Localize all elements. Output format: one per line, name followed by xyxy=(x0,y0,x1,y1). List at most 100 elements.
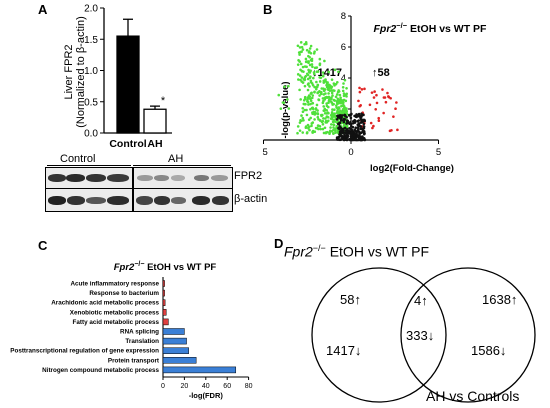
b-point-down xyxy=(332,123,336,127)
b-point-down xyxy=(341,99,345,103)
b-point-down xyxy=(310,63,314,66)
b-point-down xyxy=(319,76,323,80)
b-point-up xyxy=(392,115,395,118)
b-point-down xyxy=(327,70,331,74)
b-point-down xyxy=(311,65,314,69)
b-point-down xyxy=(303,78,306,82)
b-y-axis-label: -log(p-value) xyxy=(280,82,291,139)
b-point-down xyxy=(333,68,337,72)
b-point-down xyxy=(319,127,322,131)
b-point-down xyxy=(318,57,322,61)
b-point-down xyxy=(342,82,345,85)
b-point-ns xyxy=(348,131,352,135)
b-point-up xyxy=(396,128,399,132)
b-point-down xyxy=(333,89,336,92)
b-point-down xyxy=(298,53,301,56)
blot-actin-label: β-actin xyxy=(234,193,268,205)
b-point-down xyxy=(307,51,311,54)
b-point-up xyxy=(358,86,361,90)
b-point-down xyxy=(315,48,319,51)
b-point-ns xyxy=(361,129,365,133)
venn-right-down: 1586↓ xyxy=(471,343,507,358)
b-point-down xyxy=(328,83,331,87)
blot-fpr2-label: FPR2 xyxy=(234,170,263,182)
b-point-down xyxy=(331,132,335,135)
b-point-down xyxy=(309,92,313,95)
c-bar xyxy=(162,347,189,354)
b-point-down xyxy=(302,102,306,106)
b-point-ns xyxy=(362,137,366,140)
b-point-down xyxy=(300,114,303,117)
venn-left-down: 1417↓ xyxy=(326,343,362,358)
b-point-down xyxy=(336,97,340,101)
b-point-down xyxy=(304,57,308,61)
b-point-down xyxy=(322,79,326,83)
b-point-down xyxy=(318,94,321,97)
b-point-down xyxy=(329,86,333,90)
b-point-down xyxy=(332,120,336,123)
b-point-down xyxy=(310,57,314,61)
b-point-down xyxy=(339,100,342,104)
b-point-ns xyxy=(339,119,343,122)
b-point-down xyxy=(342,103,345,107)
panel-label-a: A xyxy=(38,2,48,17)
b-point-down xyxy=(301,48,305,51)
b-point-down xyxy=(324,131,328,135)
b-point-down xyxy=(334,95,338,99)
b-point-down xyxy=(309,116,313,120)
a-y-tick-label: 0.5 xyxy=(84,97,98,108)
b-point-down xyxy=(345,86,348,90)
b-point-down xyxy=(307,54,310,58)
c-category-label: Response to bacterium xyxy=(89,290,159,297)
b-point-down xyxy=(340,104,343,108)
b-point-down xyxy=(296,131,299,135)
b-point-down xyxy=(323,59,326,63)
b-point-ns xyxy=(362,122,366,126)
b-point-down xyxy=(341,101,345,105)
b-point-down xyxy=(298,121,302,124)
b-point-down xyxy=(314,126,318,130)
b-point-down xyxy=(304,41,308,44)
b-point-down xyxy=(287,107,291,110)
b-point-down xyxy=(277,93,281,97)
b-point-ns xyxy=(346,132,349,136)
a-x-tick-label: AH xyxy=(147,138,162,150)
b-point-ns xyxy=(354,130,358,133)
b-point-ns xyxy=(339,114,343,118)
b-point-down xyxy=(300,76,304,79)
b-point-down xyxy=(329,117,333,120)
b-up-count-label: ↑58 xyxy=(372,67,390,79)
c-category-label: RNA splicing xyxy=(120,329,159,336)
b-point-down xyxy=(299,119,302,122)
blot-control-label: Control xyxy=(60,153,96,165)
b-point-down xyxy=(299,41,303,44)
b-point-ns xyxy=(362,125,366,128)
b-point-down xyxy=(325,102,328,105)
b-point-down xyxy=(316,109,319,112)
b-point-ns xyxy=(351,125,355,129)
venn-title-sup: −/− xyxy=(312,243,326,253)
b-point-down xyxy=(318,63,322,67)
b-point-ns xyxy=(336,122,340,126)
b-point-down xyxy=(326,119,330,123)
b-point-down xyxy=(313,113,316,116)
actin-blot-strip xyxy=(45,188,233,212)
b-point-down xyxy=(308,47,312,50)
b-point-ns xyxy=(343,113,347,117)
b-point-down xyxy=(298,46,302,49)
c-category-label: Protein transport xyxy=(108,357,160,364)
b-point-down xyxy=(299,62,303,66)
b-point-down xyxy=(306,100,310,104)
b-point-down xyxy=(322,99,325,103)
b-point-down xyxy=(301,81,305,84)
b-point-down xyxy=(325,109,328,112)
b-point-down xyxy=(343,111,346,114)
b-point-ns xyxy=(359,127,363,130)
panel-c-go-bar-chart: Fpr2−/− EtOH vs WT PF Acute inflammatory … xyxy=(10,261,252,400)
c-bar xyxy=(162,366,237,374)
b-point-ns xyxy=(339,133,342,137)
b-point-down xyxy=(309,44,313,48)
c-bar xyxy=(162,299,166,306)
b-point-ns xyxy=(343,133,346,137)
b-point-down xyxy=(306,77,310,81)
